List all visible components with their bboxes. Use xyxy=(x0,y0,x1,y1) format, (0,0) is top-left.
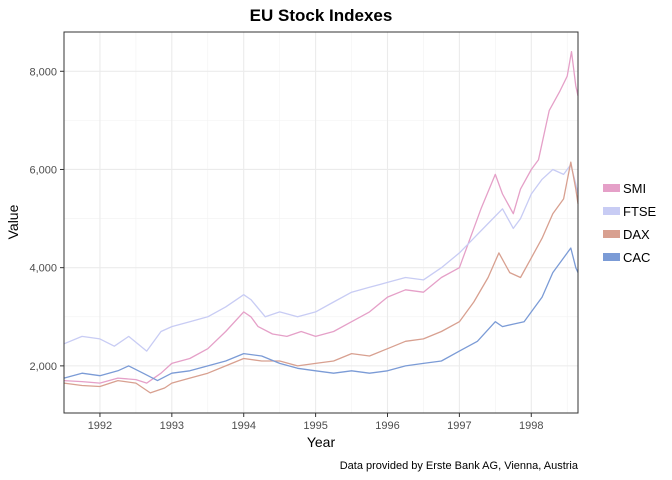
y-tick-label: 4,000 xyxy=(29,263,57,275)
plot-panel xyxy=(63,31,579,414)
legend-label-cac: CAC xyxy=(623,250,650,265)
legend-label-dax: DAX xyxy=(623,227,650,242)
y-axis: 2,000 4,000 6,000 8,000 xyxy=(29,66,64,373)
legend-key-smi xyxy=(603,184,620,192)
x-tick-label: 1997 xyxy=(447,420,471,432)
y-tick-label: 2,000 xyxy=(29,361,57,373)
legend: SMI FTSE DAX CAC xyxy=(603,181,657,265)
x-tick-label: 1996 xyxy=(375,420,399,432)
x-tick-label: 1995 xyxy=(303,420,327,432)
series-line-ftse xyxy=(63,163,579,352)
series-lines xyxy=(63,50,579,394)
plot-panel-border xyxy=(63,31,579,414)
x-axis: 1992 1993 1994 1995 1996 1997 1998 xyxy=(88,413,544,432)
chart-title: EU Stock Indexes xyxy=(250,6,393,25)
legend-key-ftse xyxy=(603,207,620,215)
series-line-smi xyxy=(63,50,579,384)
x-tick-label: 1994 xyxy=(231,420,255,432)
y-tick-label: 8,000 xyxy=(29,66,57,78)
x-axis-title: Year xyxy=(307,434,336,450)
chart-caption: Data provided by Erste Bank AG, Vienna, … xyxy=(340,460,579,472)
y-axis-title: Value xyxy=(5,204,21,239)
legend-key-cac xyxy=(603,253,620,261)
y-tick-label: 6,000 xyxy=(29,164,57,176)
grid-lines xyxy=(64,32,578,413)
x-tick-label: 1992 xyxy=(88,420,112,432)
legend-key-dax xyxy=(603,230,620,238)
legend-label-ftse: FTSE xyxy=(623,204,657,219)
x-tick-label: 1993 xyxy=(160,420,184,432)
x-tick-label: 1998 xyxy=(519,420,543,432)
legend-label-smi: SMI xyxy=(623,181,646,196)
series-line-cac xyxy=(63,247,579,382)
series-line-dax xyxy=(63,161,579,394)
